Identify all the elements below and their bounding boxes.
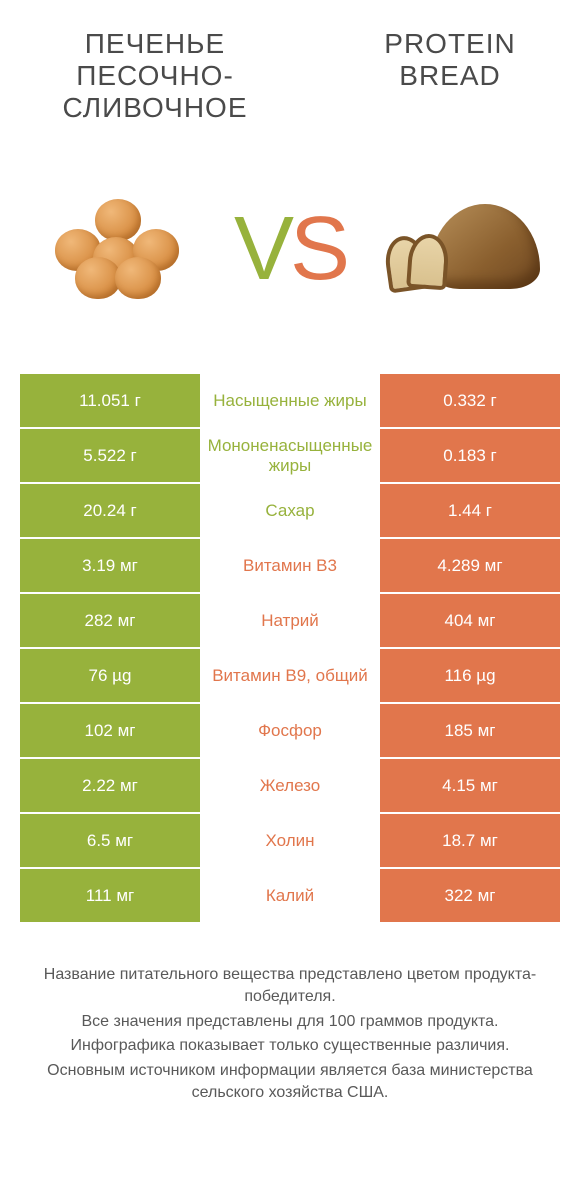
footer-line: Основным источником информации является … <box>20 1060 560 1105</box>
nutrient-label: Железо <box>200 759 380 812</box>
nutrient-label: Витамин B3 <box>200 539 380 592</box>
table-row: 5.522 гМононенасыщенные жиры0.183 г <box>20 429 560 484</box>
footer-line: Все значения представлены для 100 граммо… <box>20 1011 560 1033</box>
left-value: 3.19 мг <box>20 539 200 592</box>
table-row: 6.5 мгХолин18.7 мг <box>20 814 560 869</box>
nutrient-label: Витамин B9, общий <box>200 649 380 702</box>
nutrient-label: Сахар <box>200 484 380 537</box>
nutrient-label: Фосфор <box>200 704 380 757</box>
table-row: 76 µgВитамин B9, общий116 µg <box>20 649 560 704</box>
nutrient-label: Калий <box>200 869 380 922</box>
left-value: 2.22 мг <box>20 759 200 812</box>
nutrient-label: Мононенасыщенные жиры <box>200 429 380 482</box>
nutrient-label: Холин <box>200 814 380 867</box>
right-value: 404 мг <box>380 594 560 647</box>
header: ПЕЧЕНЬЕ ПЕСОЧНО-СЛИВОЧНОЕ PROTEIN BREAD <box>0 0 580 134</box>
left-product-title: ПЕЧЕНЬЕ ПЕСОЧНО-СЛИВОЧНОЕ <box>30 28 280 124</box>
right-value: 116 µg <box>380 649 560 702</box>
left-value: 6.5 мг <box>20 814 200 867</box>
footer-notes: Название питательного вещества представл… <box>0 924 580 1104</box>
right-value: 4.289 мг <box>380 539 560 592</box>
nutrient-label: Насыщенные жиры <box>200 374 380 427</box>
table-row: 102 мгФосфор185 мг <box>20 704 560 759</box>
bread-image <box>375 184 545 314</box>
right-value: 185 мг <box>380 704 560 757</box>
vs-label: VS <box>234 198 346 301</box>
nutrient-label: Натрий <box>200 594 380 647</box>
table-row: 111 мгКалий322 мг <box>20 869 560 924</box>
table-row: 11.051 гНасыщенные жиры0.332 г <box>20 374 560 429</box>
right-value: 4.15 мг <box>380 759 560 812</box>
left-value: 20.24 г <box>20 484 200 537</box>
left-value: 111 мг <box>20 869 200 922</box>
table-row: 2.22 мгЖелезо4.15 мг <box>20 759 560 814</box>
left-value: 5.522 г <box>20 429 200 482</box>
right-value: 1.44 г <box>380 484 560 537</box>
comparison-table: 11.051 гНасыщенные жиры0.332 г5.522 гМон… <box>20 374 560 924</box>
cookies-image <box>35 184 205 314</box>
left-value: 102 мг <box>20 704 200 757</box>
right-product-title: PROTEIN BREAD <box>350 28 550 124</box>
right-value: 18.7 мг <box>380 814 560 867</box>
table-row: 282 мгНатрий404 мг <box>20 594 560 649</box>
left-value: 282 мг <box>20 594 200 647</box>
table-row: 20.24 гСахар1.44 г <box>20 484 560 539</box>
footer-line: Инфографика показывает только существенн… <box>20 1035 560 1057</box>
footer-line: Название питательного вещества представл… <box>20 964 560 1009</box>
left-value: 76 µg <box>20 649 200 702</box>
left-value: 11.051 г <box>20 374 200 427</box>
table-row: 3.19 мгВитамин B34.289 мг <box>20 539 560 594</box>
right-value: 322 мг <box>380 869 560 922</box>
right-value: 0.332 г <box>380 374 560 427</box>
vs-v: V <box>234 199 290 299</box>
right-value: 0.183 г <box>380 429 560 482</box>
images-row: VS <box>0 134 580 374</box>
vs-s: S <box>290 199 346 299</box>
